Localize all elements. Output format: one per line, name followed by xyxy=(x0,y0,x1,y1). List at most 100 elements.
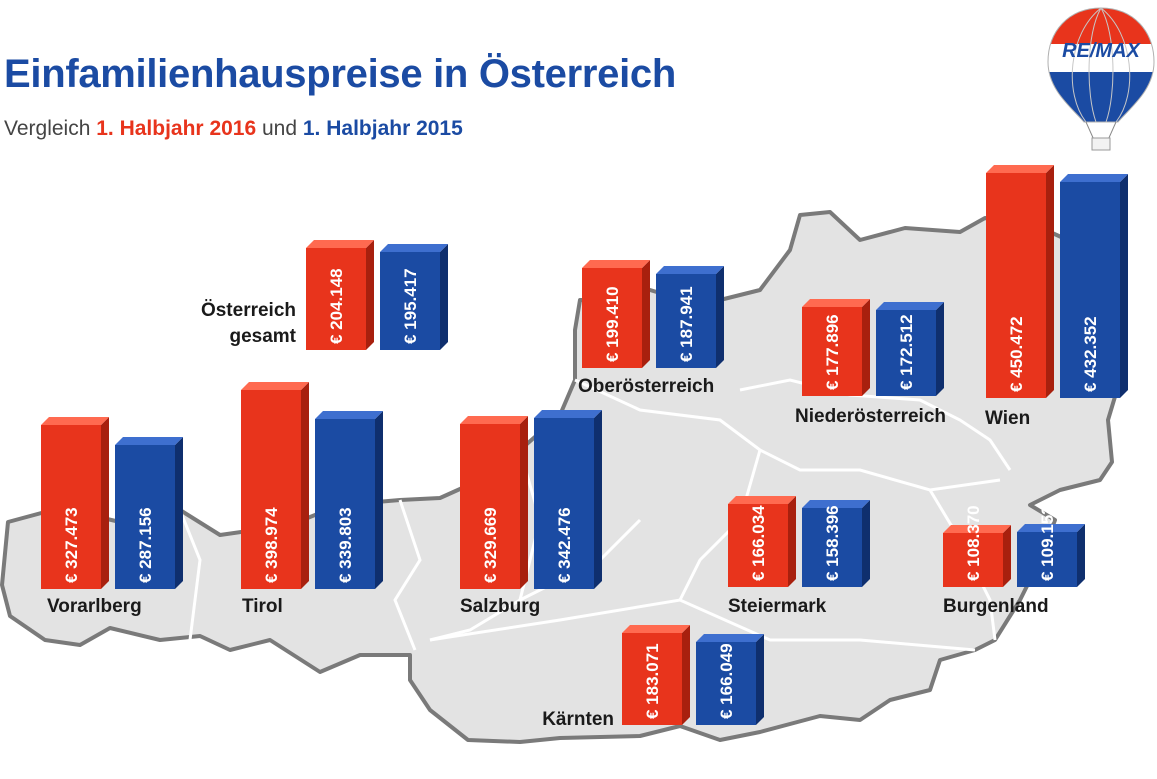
region-label: Steiermark xyxy=(728,596,827,617)
bar-side-2015 xyxy=(716,266,724,368)
bar-group: € 327.473 € 287.156 Vorarlberg xyxy=(41,417,183,617)
bar-top-2016 xyxy=(41,417,109,425)
bar-side-2016 xyxy=(1003,525,1011,587)
bar-side-2016 xyxy=(862,299,870,396)
bar-value-label-2015: € 342.476 xyxy=(555,507,574,583)
bar-value-label-2015: € 172.512 xyxy=(897,314,916,390)
bar-side-2016 xyxy=(788,496,796,587)
bar-2015 xyxy=(1017,532,1077,587)
region-label: Tirol xyxy=(242,596,283,617)
bar-top-2015 xyxy=(534,410,602,418)
bar-group: € 166.034 € 158.396 Steiermark xyxy=(728,496,870,617)
region-label: Vorarlberg xyxy=(47,596,142,617)
bar-2015 xyxy=(315,419,375,589)
region-label-line: Österreich xyxy=(201,300,296,321)
bar-top-2015 xyxy=(115,437,183,445)
bar-value-label-2016: € 327.473 xyxy=(62,507,81,583)
bar-value-label-2015: € 432.352 xyxy=(1081,316,1100,392)
bar-2016 xyxy=(582,268,642,368)
bar-value-label-2015: € 166.049 xyxy=(717,643,736,719)
bar-value-label-2016: € 166.034 xyxy=(749,505,768,581)
bar-2016 xyxy=(241,390,301,589)
bar-top-2015 xyxy=(1060,174,1128,182)
region-label: Burgenland xyxy=(943,596,1049,617)
bar-top-2015 xyxy=(1017,524,1085,532)
bar-group: € 108.370 € 109.152 Burgenland xyxy=(943,505,1085,617)
chart-title: Einfamilienhauspreise in Österreich xyxy=(4,52,676,96)
bar-2015 xyxy=(115,445,175,589)
region-label: Wien xyxy=(985,408,1030,429)
bar-value-label-2015: € 287.156 xyxy=(136,507,155,583)
bar-side-2015 xyxy=(862,500,870,587)
bar-value-label-2016: € 450.472 xyxy=(1007,316,1026,392)
bar-top-2016 xyxy=(460,416,528,424)
subtitle-period-2016: 1. Halbjahr 2016 xyxy=(96,117,257,140)
region-label: Österreich gesamt xyxy=(201,300,297,347)
bar-side-2016 xyxy=(366,240,374,350)
logo-text: RE/MAX xyxy=(1062,40,1141,62)
bar-top-2016 xyxy=(306,240,374,248)
subtitle-joiner: und xyxy=(256,117,303,140)
bar-side-2015 xyxy=(175,437,183,589)
bar-top-2015 xyxy=(380,244,448,252)
bar-value-label-2015: € 187.941 xyxy=(677,286,696,362)
bar-side-2016 xyxy=(520,416,528,589)
state-borders xyxy=(178,378,1012,652)
bar-top-2016 xyxy=(802,299,870,307)
bar-top-2015 xyxy=(876,302,944,310)
bar-side-2016 xyxy=(101,417,109,589)
bar-2015 xyxy=(1060,182,1120,398)
bar-group: € 398.974 € 339.803 Tirol xyxy=(241,382,383,617)
bar-2016 xyxy=(943,533,1003,587)
bar-top-2016 xyxy=(622,625,690,633)
region-label: Salzburg xyxy=(460,596,540,617)
bar-side-2015 xyxy=(375,411,383,589)
bar-group: € 183.071 € 166.049 Kärnten xyxy=(542,625,764,730)
bar-2016 xyxy=(622,633,682,725)
bar-top-2016 xyxy=(582,260,650,268)
bar-value-label-2016: € 183.071 xyxy=(643,643,662,719)
bar-side-2015 xyxy=(1077,524,1085,587)
bar-value-label-2015: € 158.396 xyxy=(823,505,842,581)
bar-value-label-2016: € 398.974 xyxy=(262,507,281,583)
bar-top-2015 xyxy=(315,411,383,419)
bar-value-label-2016: € 329.669 xyxy=(481,507,500,583)
bar-side-2015 xyxy=(594,410,602,589)
chart-subtitle: Vergleich 1. Halbjahr 2016 und 1. Halbja… xyxy=(4,117,463,141)
bar-side-2015 xyxy=(936,302,944,396)
bar-side-2016 xyxy=(1046,165,1054,398)
bar-top-2016 xyxy=(986,165,1054,173)
bar-group: € 199.410 € 187.941 Oberösterreich xyxy=(578,260,724,397)
bar-value-label-2016: € 199.410 xyxy=(603,286,622,362)
bar-value-label-2015: € 109.152 xyxy=(1038,505,1057,581)
region-label: Niederösterreich xyxy=(795,406,946,427)
bar-side-2016 xyxy=(682,625,690,725)
region-label: Oberösterreich xyxy=(578,376,714,397)
bar-2016 xyxy=(986,173,1046,398)
bar-top-2015 xyxy=(656,266,724,274)
bar-2015 xyxy=(696,642,756,725)
bar-2015 xyxy=(380,252,440,350)
bar-top-2015 xyxy=(696,634,764,642)
bar-side-2015 xyxy=(756,634,764,725)
bar-top-2016 xyxy=(943,525,1011,533)
bar-group: € 204.148 € 195.417 Österreich gesamt xyxy=(201,240,448,350)
bar-2015 xyxy=(876,310,936,396)
region-label: Kärnten xyxy=(542,709,614,730)
bar-value-label-2016: € 204.148 xyxy=(327,268,346,344)
bar-top-2016 xyxy=(728,496,796,504)
bar-side-2015 xyxy=(440,244,448,350)
bar-2015 xyxy=(534,418,594,589)
bar-value-label-2015: € 339.803 xyxy=(336,507,355,583)
bar-2016 xyxy=(802,307,862,396)
bar-top-2016 xyxy=(241,382,309,390)
remax-balloon-icon: RE/MAX xyxy=(1047,7,1155,151)
bar-value-label-2016: € 177.896 xyxy=(823,314,842,390)
bar-2015 xyxy=(656,274,716,368)
bar-2016 xyxy=(728,504,788,587)
bar-2016 xyxy=(41,425,101,589)
bar-group: € 329.669 € 342.476 Salzburg xyxy=(460,410,602,617)
bar-2016 xyxy=(460,424,520,589)
bar-side-2016 xyxy=(642,260,650,368)
